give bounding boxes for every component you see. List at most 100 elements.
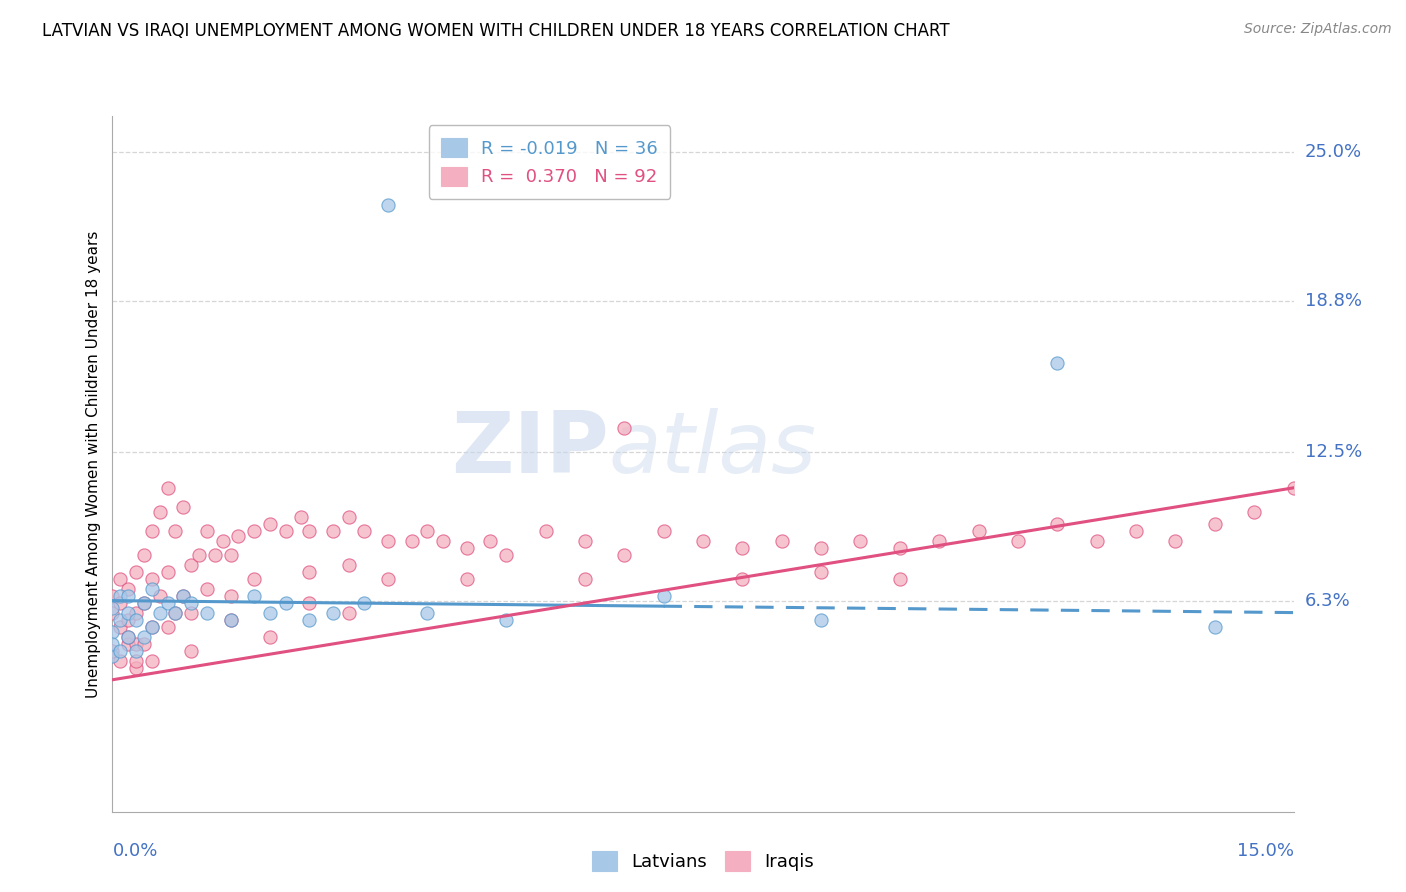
Point [456, 572, 478, 586]
Point [156, 565, 179, 579]
Point [810, 613, 832, 627]
Point [770, 533, 793, 548]
Point [117, 613, 139, 627]
Point [967, 524, 990, 538]
Point [165, 524, 187, 538]
Point [219, 589, 242, 603]
Point [889, 541, 911, 555]
Point [298, 596, 321, 610]
Point [211, 533, 233, 548]
Point [125, 654, 148, 668]
Point [132, 596, 155, 610]
Point [889, 572, 911, 586]
Point [101, 637, 124, 651]
Point [274, 596, 297, 610]
Point [125, 606, 148, 620]
Text: 18.8%: 18.8% [1305, 292, 1361, 310]
Point [172, 589, 194, 603]
Point [1204, 516, 1226, 531]
Point [495, 613, 517, 627]
Point [141, 620, 163, 634]
Point [322, 524, 344, 538]
Point [110, 620, 132, 634]
Point [132, 596, 155, 610]
Text: 15.0%: 15.0% [1236, 842, 1294, 860]
Point [101, 648, 124, 663]
Point [377, 533, 399, 548]
Point [731, 572, 754, 586]
Point [156, 620, 179, 634]
Point [1125, 524, 1147, 538]
Point [125, 661, 148, 675]
Text: 6.3%: 6.3% [1305, 591, 1350, 609]
Point [401, 533, 423, 548]
Point [110, 613, 132, 627]
Point [534, 524, 557, 538]
Point [125, 613, 148, 627]
Point [156, 481, 179, 495]
Point [377, 198, 399, 212]
Point [141, 572, 163, 586]
Legend: Latvians, Iraqis: Latvians, Iraqis [585, 844, 821, 879]
Text: 0.0%: 0.0% [112, 842, 157, 860]
Point [204, 548, 226, 562]
Point [1164, 533, 1187, 548]
Point [125, 565, 148, 579]
Point [172, 500, 194, 514]
Point [613, 548, 636, 562]
Point [479, 533, 502, 548]
Point [353, 524, 375, 538]
Point [274, 524, 297, 538]
Point [337, 509, 360, 524]
Point [1085, 533, 1108, 548]
Point [101, 624, 124, 639]
Point [180, 644, 202, 658]
Point [353, 596, 375, 610]
Point [298, 565, 321, 579]
Text: Source: ZipAtlas.com: Source: ZipAtlas.com [1244, 22, 1392, 37]
Point [928, 533, 950, 548]
Point [180, 558, 202, 572]
Point [165, 606, 187, 620]
Point [117, 589, 139, 603]
Point [652, 524, 675, 538]
Point [1282, 481, 1305, 495]
Point [219, 548, 242, 562]
Text: LATVIAN VS IRAQI UNEMPLOYMENT AMONG WOMEN WITH CHILDREN UNDER 18 YEARS CORRELATI: LATVIAN VS IRAQI UNEMPLOYMENT AMONG WOME… [42, 22, 950, 40]
Legend: R = -0.019   N = 36, R =  0.370   N = 92: R = -0.019 N = 36, R = 0.370 N = 92 [429, 125, 671, 199]
Point [180, 596, 202, 610]
Point [613, 421, 636, 435]
Point [195, 524, 218, 538]
Point [101, 644, 124, 658]
Text: ZIP: ZIP [451, 409, 609, 491]
Point [322, 606, 344, 620]
Point [692, 533, 714, 548]
Point [243, 589, 266, 603]
Point [141, 582, 163, 596]
Point [117, 582, 139, 596]
Point [141, 524, 163, 538]
Point [110, 589, 132, 603]
Point [1243, 505, 1265, 519]
Point [110, 654, 132, 668]
Point [110, 644, 132, 658]
Point [149, 589, 172, 603]
Point [298, 613, 321, 627]
Point [416, 606, 439, 620]
Point [110, 596, 132, 610]
Point [125, 644, 148, 658]
Point [290, 509, 312, 524]
Point [125, 637, 148, 651]
Point [574, 572, 596, 586]
Point [195, 582, 218, 596]
Point [337, 558, 360, 572]
Point [1007, 533, 1029, 548]
Point [141, 620, 163, 634]
Point [172, 589, 194, 603]
Point [456, 541, 478, 555]
Point [243, 524, 266, 538]
Point [110, 572, 132, 586]
Point [117, 630, 139, 644]
Point [1204, 620, 1226, 634]
Point [101, 600, 124, 615]
